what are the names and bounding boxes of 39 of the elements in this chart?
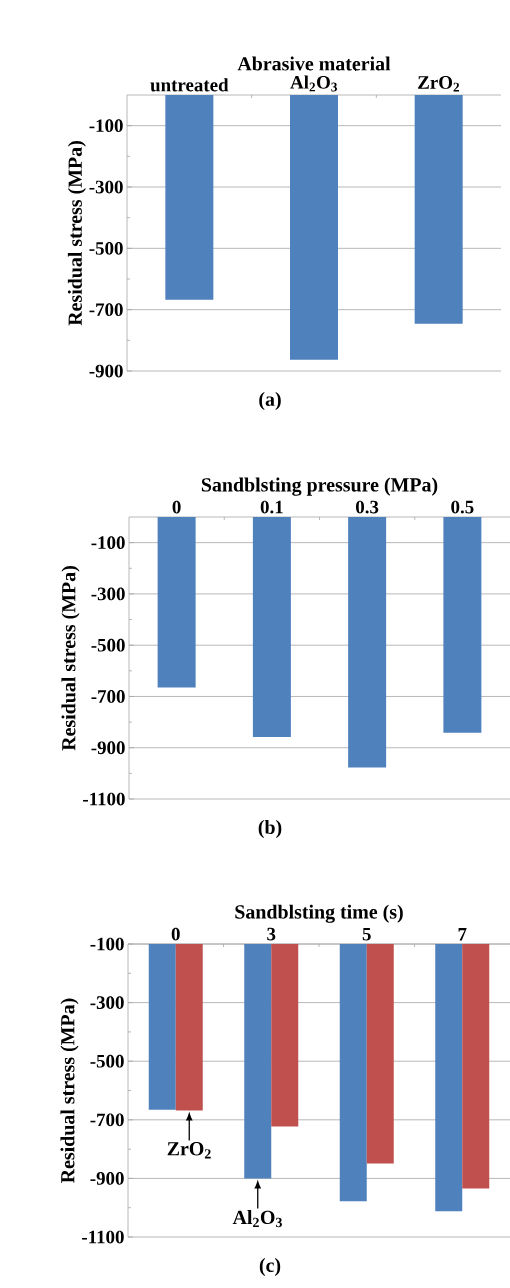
x-tick-label: 3 xyxy=(267,927,276,941)
text: (c) xyxy=(259,1257,281,1277)
annotation: Al$_{2}$O$_{3}$ xyxy=(232,1210,282,1228)
x-tick-label: untreated xyxy=(150,78,229,92)
x-tick-label: 0.1 xyxy=(260,500,283,514)
y-tick-label: -500 xyxy=(89,241,123,255)
y-tick-label: -500 xyxy=(91,638,125,652)
x-axis-title: Sandblsting pressure (MPa) xyxy=(201,477,438,496)
x-tick-label: Al$_{2}$O$_{3}$ xyxy=(290,75,337,92)
y-tick-label: -700 xyxy=(91,690,125,703)
x-tick-label: 0.5 xyxy=(451,500,474,514)
y-tick-label: -300 xyxy=(91,587,125,601)
y-tick-label: -100 xyxy=(91,536,125,550)
x-tick-label: 0 xyxy=(171,927,180,941)
y-tick-label: -900 xyxy=(90,1172,124,1185)
y-tick-label: -900 xyxy=(91,741,125,755)
x-tick-label: 5 xyxy=(362,927,371,941)
y-tick-label: -100 xyxy=(90,937,124,951)
y-tick-label: -500 xyxy=(90,1054,124,1068)
y-axis-title: Residual stress (MPa) xyxy=(61,566,80,751)
y-tick-label: -300 xyxy=(89,180,123,194)
text: (b) xyxy=(258,819,282,839)
y-tick-label: -700 xyxy=(90,1113,124,1127)
x-tick-label: 0.3 xyxy=(356,500,379,514)
x-tick-label: 0 xyxy=(172,500,181,514)
y-tick-label: -1100 xyxy=(83,792,125,806)
y-tick-label: -700 xyxy=(89,303,123,317)
y-tick-label: -900 xyxy=(89,364,123,378)
y-tick-label: -100 xyxy=(89,119,123,133)
y-tick-label: -1100 xyxy=(82,1230,124,1244)
text: (a) xyxy=(259,391,281,411)
annotation: ZrO$_{2}$ xyxy=(167,1142,211,1159)
y-axis-title: Residual stress (MPa) xyxy=(60,998,79,1183)
x-axis-title: Sandblsting time (s) xyxy=(235,904,403,923)
x-axis-title: Abrasive material xyxy=(237,56,391,71)
x-tick-label: ZrO$_{2}$ xyxy=(418,76,460,92)
x-tick-label: 7 xyxy=(458,928,467,941)
y-axis-title: Residual stress (MPa) xyxy=(67,141,86,326)
y-tick-label: -300 xyxy=(90,996,124,1009)
